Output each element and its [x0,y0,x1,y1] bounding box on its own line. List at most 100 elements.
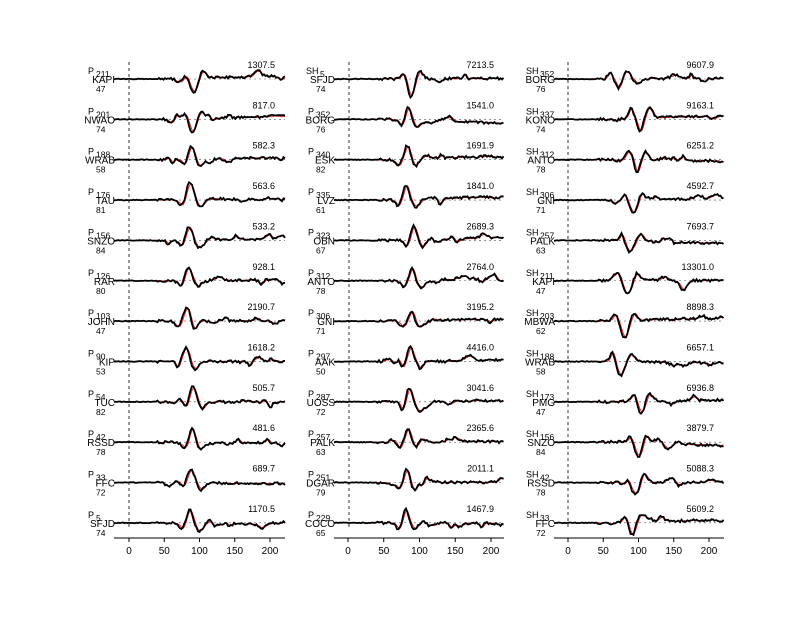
phase-label: SH [526,147,539,157]
azimuth-label: 306 [316,311,330,321]
station-label: JOHN [88,317,115,328]
distance-label: 65 [316,528,326,538]
station-label: WRAB [525,357,555,368]
distance-label: 78 [316,286,326,296]
amplitude-label: 2011.1 [467,464,494,474]
azimuth-label: 5 [320,69,325,79]
distance-label: 50 [316,366,326,376]
amplitude-label: 505.7 [252,383,275,393]
station-label: GNI [537,196,555,207]
distance-label: 82 [96,407,106,417]
station-label: LVZ [317,196,335,207]
phase-label: SH [526,389,539,399]
phase-label: SH [526,187,539,197]
phase-label: P [308,106,314,116]
amplitude-label: 13301.0 [681,262,714,272]
distance-label: 72 [536,528,546,538]
synthetic-waveform [554,352,724,376]
observed-waveform [333,344,504,371]
distance-label: 76 [536,84,546,94]
x-tick-label: 0 [565,546,571,557]
distance-label: 78 [536,488,546,498]
station-label: BORG [306,115,336,126]
phase-label: P [88,268,94,278]
phase-label: P [308,308,314,318]
observed-waveform [333,223,505,250]
station-label: PALK [310,438,335,449]
azimuth-label: 340 [316,150,330,160]
amplitude-label: 4592.7 [686,181,714,191]
observed-waveform [333,428,504,450]
phase-label: P [308,389,314,399]
phase-label: SH [526,268,539,278]
azimuth-label: 229 [316,513,330,523]
azimuth-label: 323 [316,230,330,240]
x-tick-label: 200 [262,546,279,557]
station-label: TAU [96,196,115,207]
station-label: SFJD [90,519,115,530]
distance-label: 82 [316,165,326,175]
phase-label: SH [526,66,539,76]
distance-label: 84 [536,447,546,457]
observed-waveform [333,266,504,290]
station-label: RSSD [87,438,115,449]
x-tick-label: 150 [447,546,464,557]
distance-label: 80 [96,286,106,296]
amplitude-label: 9607.9 [686,60,714,70]
observed-waveform [553,192,724,214]
azimuth-label: 335 [316,190,330,200]
phase-label: P [88,429,94,439]
phase-label: SH [526,470,539,480]
observed-waveform [553,350,724,378]
azimuth-label: 156 [540,432,554,442]
observed-waveform [333,144,505,169]
observed-waveform [113,468,286,493]
observed-waveform [113,508,286,533]
azimuth-label: 176 [96,190,110,200]
phase-label: SH [526,227,539,237]
observed-waveform [334,105,504,128]
amplitude-label: 2689.3 [466,221,494,231]
distance-label: 81 [96,205,106,215]
observed-waveform [113,426,286,451]
distance-label: 58 [96,165,106,175]
azimuth-label: 42 [540,473,550,483]
phase-label: SH [526,308,539,318]
x-tick-label: 50 [598,546,610,557]
azimuth-label: 306 [540,190,554,200]
amplitude-label: 6657.1 [686,342,714,352]
station-label: SNZO [527,438,555,449]
observed-waveform [113,180,286,208]
azimuth-label: 203 [540,311,554,321]
amplitude-label: 8898.3 [686,302,714,312]
distance-label: 71 [536,205,546,215]
distance-label: 58 [536,366,546,376]
station-label: PALK [530,236,555,247]
observed-waveform [333,467,504,492]
phase-label: SH [526,429,539,439]
station-label: ANTO [527,156,555,167]
x-axis-2: 0 50 100 150 200 [334,537,504,557]
distance-label: 74 [96,124,106,134]
amplitude-label: 563.6 [252,181,275,191]
azimuth-label: 352 [316,109,330,119]
distance-label: 47 [96,84,106,94]
distance-label: 63 [316,447,326,457]
azimuth-label: 257 [540,230,554,240]
x-tick-label: 100 [411,546,428,557]
